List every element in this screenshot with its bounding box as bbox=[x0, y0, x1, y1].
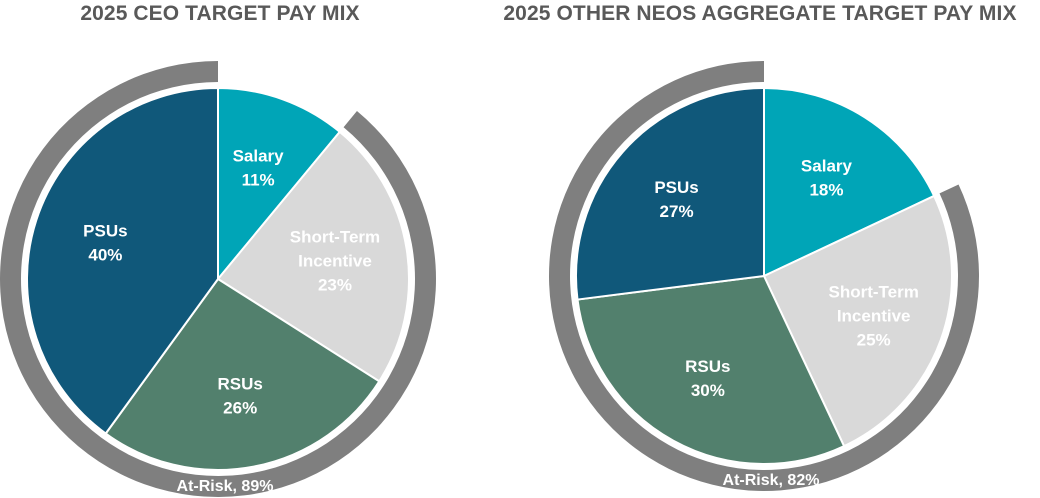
pie-slice-short-term-incentive bbox=[217, 130, 410, 383]
chart-ceo: 2025 CEO TARGET PAY MIX Salary 11% Short-T… bbox=[0, 0, 440, 498]
chart-other-neos: 2025 OTHER NEOS AGGREGATE TARGET PAY MIX… bbox=[480, 0, 1040, 498]
slice-label: PSUs 40% bbox=[83, 221, 127, 264]
slice-label: Salary 18% bbox=[801, 157, 853, 200]
pie-slice-salary bbox=[763, 87, 936, 277]
pie-chart-other-neos: Salary 18% Short-Term Incentive 25% RSUs 30% PS… bbox=[549, 61, 979, 492]
pie-chart-ceo: Salary 11%Short-Term Incentive 23% RSUs 26% PS… bbox=[0, 61, 436, 497]
slice-label: RSUs 30% bbox=[685, 357, 730, 400]
pie-slice-rsus bbox=[104, 278, 381, 471]
chart-title: 2025 OTHER NEOS AGGREGATE TARGET PAY MIX bbox=[503, 2, 1017, 25]
slice-label: Short-Term Incentive 23% bbox=[290, 227, 380, 294]
slice-label: Salary 11% bbox=[233, 147, 285, 190]
pie-slice-short-term-incentive bbox=[763, 194, 953, 448]
at-risk-label: At-Risk, 82% bbox=[723, 472, 820, 489]
chart-title: 2025 CEO TARGET PAY MIX bbox=[80, 2, 360, 25]
at-risk-label: At-Risk, 89% bbox=[177, 478, 274, 495]
slice-label: RSUs 26% bbox=[218, 374, 263, 417]
pie-slice-salary bbox=[217, 87, 341, 280]
pie-slice-psus bbox=[575, 87, 765, 301]
slice-label: PSUs 27% bbox=[654, 178, 698, 221]
slice-label: Short-Term Incentive 25% bbox=[828, 282, 918, 349]
pie-slice-psus bbox=[26, 87, 219, 435]
pie-slice-rsus bbox=[576, 275, 846, 465]
